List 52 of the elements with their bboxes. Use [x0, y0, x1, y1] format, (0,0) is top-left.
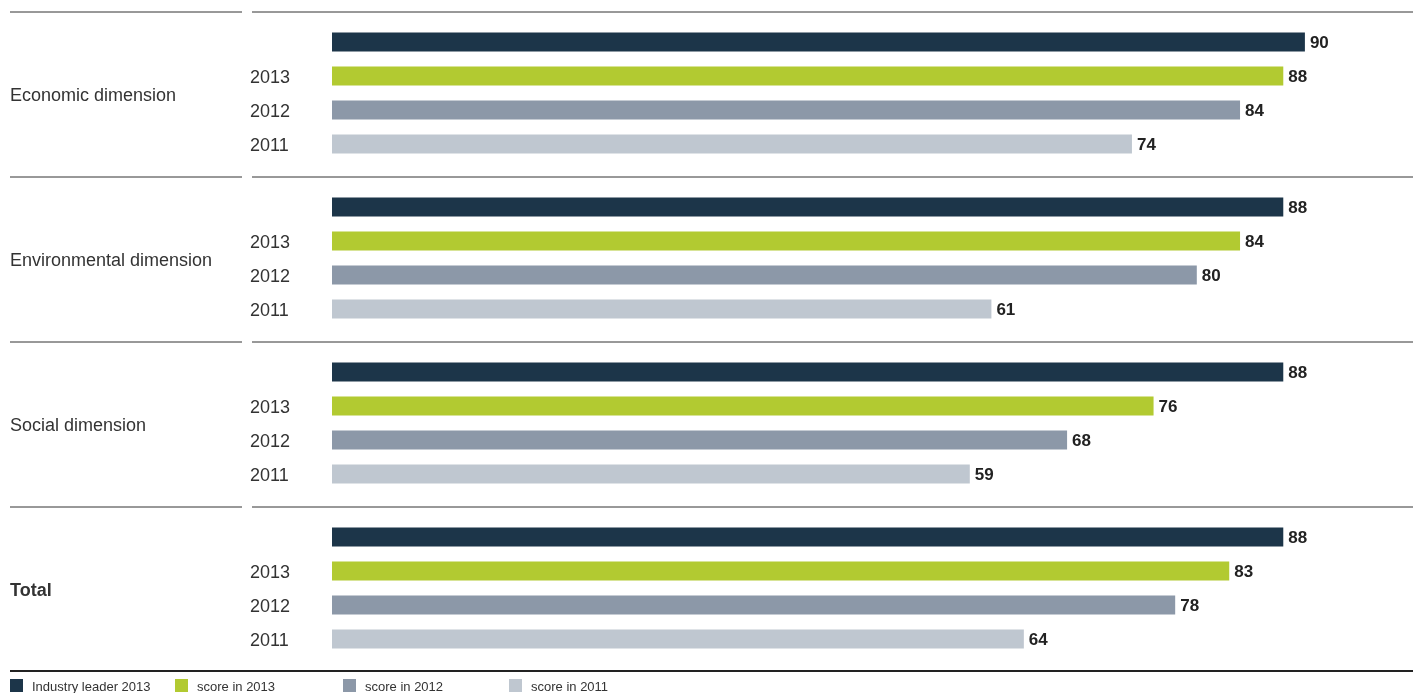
text: 2012 [250, 101, 291, 121]
bar [332, 299, 992, 319]
data-label: 74 [1136, 135, 1157, 154]
data-label: 78 [1180, 596, 1200, 615]
bar [332, 396, 1154, 416]
text: 2011 [250, 465, 289, 485]
data-label: 84 [1245, 232, 1265, 251]
text: 2013 [250, 232, 291, 252]
data-label: 80 [1201, 266, 1221, 285]
data-label: 88 [1288, 528, 1308, 547]
bar [332, 134, 1132, 154]
text: 2013 [250, 397, 291, 417]
bar [332, 595, 1176, 615]
bar [332, 231, 1241, 251]
data-label: 88 [1288, 67, 1308, 86]
bar [332, 197, 1284, 217]
bar [332, 66, 1284, 86]
data-label: 61 [996, 300, 1016, 319]
y-tick-label: Social dimension [10, 415, 147, 435]
bar [332, 265, 1197, 285]
y-tick-label: Economic dimension [10, 85, 177, 105]
data-label: 88 [1288, 363, 1308, 382]
text: 2013 [250, 67, 291, 87]
data-label: 88 [1288, 198, 1308, 217]
bar [332, 100, 1241, 120]
text: 2012 [250, 431, 291, 451]
data-label: 68 [1072, 431, 1091, 450]
y-tick-label: Total [10, 580, 52, 600]
bar [332, 629, 1024, 649]
bar [332, 464, 970, 484]
legend-label: score in 2013 [197, 679, 276, 693]
bar [332, 362, 1284, 382]
data-label: 83 [1234, 562, 1254, 581]
bar [332, 32, 1305, 52]
legend-label: score in 2012 [365, 679, 444, 693]
data-label: 90 [1309, 33, 1329, 52]
legend-label: score in 2011 [531, 679, 609, 693]
y-tick-label: Environmental dimension [10, 250, 213, 270]
text: 2013 [250, 562, 291, 582]
text: 2011 [250, 300, 289, 320]
text: 2012 [250, 596, 291, 616]
text: 2011 [250, 630, 289, 650]
data-label: 64 [1028, 630, 1049, 649]
data-label: 76 [1158, 397, 1178, 416]
legend-label: Industry leader 2013 [32, 679, 151, 693]
bar [332, 527, 1284, 547]
text: 2012 [250, 266, 291, 286]
text: 2011 [250, 135, 289, 155]
bar [332, 430, 1068, 450]
data-label: 59 [974, 465, 994, 484]
bar [332, 561, 1230, 581]
data-label: 84 [1245, 101, 1265, 120]
